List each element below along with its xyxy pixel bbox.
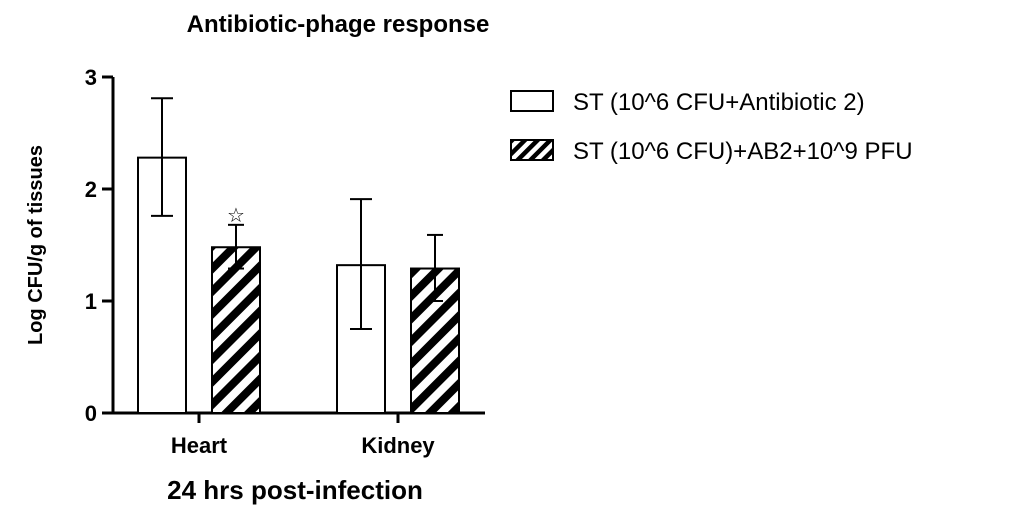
legend-swatch-series-1 — [510, 90, 554, 112]
x-ticks: Heart Kidney — [171, 413, 435, 458]
y-tick-label: 0 — [85, 401, 97, 426]
annotations: ☆ — [227, 203, 245, 227]
y-tick-label: 1 — [85, 289, 97, 314]
legend: ST (10^6 CFU+Antibiotic 2) ST (10^6 CFU)+… — [510, 89, 913, 165]
x-tick-label-heart: Heart — [171, 433, 228, 458]
legend-label-series-1: ST (10^6 CFU+Antibiotic 2) — [573, 89, 865, 116]
significance-star-icon: ☆ — [227, 203, 245, 227]
bar-heart-series-2 — [211, 246, 261, 414]
y-axis-label: Log CFU/g of tissues — [25, 145, 47, 345]
x-tick-label-kidney: Kidney — [361, 433, 435, 458]
y-ticks: 0 1 2 3 — [85, 65, 113, 426]
x-axis-label: 24 hrs post-infection — [167, 475, 423, 505]
y-tick-label: 3 — [85, 65, 97, 90]
bars — [137, 156, 460, 414]
legend-label-series-2: ST (10^6 CFU)+AB2+10^9 PFU — [573, 138, 913, 165]
error-bars — [151, 97, 443, 330]
y-tick-label: 2 — [85, 177, 97, 202]
chart-title: Antibiotic-phage response — [187, 11, 490, 38]
legend-swatch-series-2 — [510, 139, 554, 161]
